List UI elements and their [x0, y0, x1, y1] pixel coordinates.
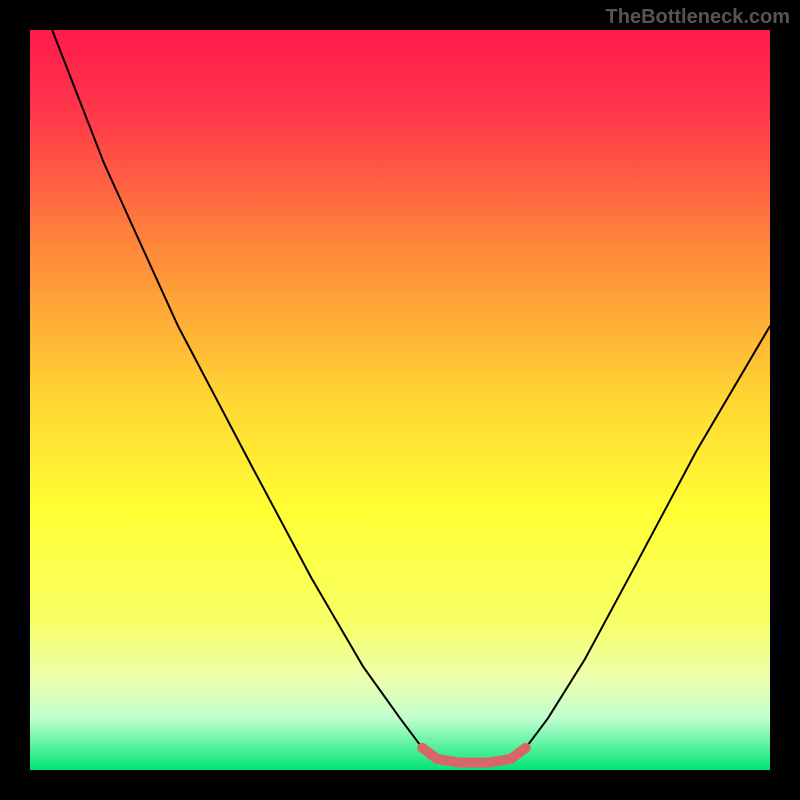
chart-plot-bg: [30, 30, 770, 770]
chart-svg: [0, 0, 800, 800]
bottleneck-chart: TheBottleneck.com: [0, 0, 800, 800]
watermark-text: TheBottleneck.com: [606, 6, 790, 29]
